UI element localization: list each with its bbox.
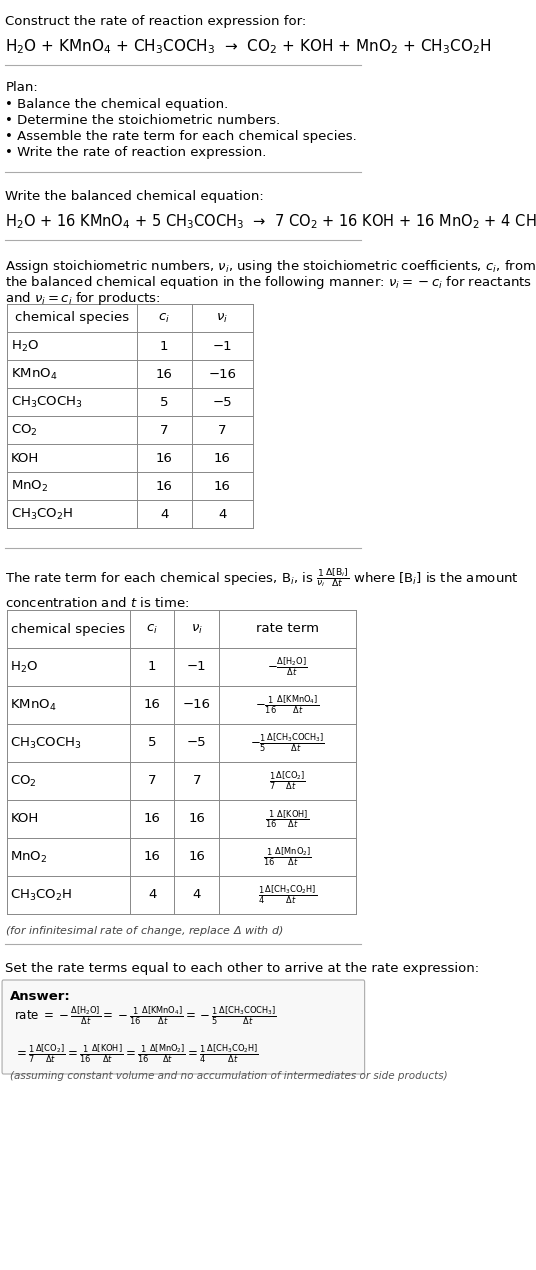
Text: KMnO$_4$: KMnO$_4$ [11, 367, 57, 381]
Text: CO$_2$: CO$_2$ [10, 773, 37, 789]
Text: • Determine the stoichiometric numbers.: • Determine the stoichiometric numbers. [5, 114, 281, 127]
Text: H$_2$O: H$_2$O [10, 659, 39, 674]
Text: H$_2$O + KMnO$_4$ + CH$_3$COCH$_3$  →  CO$_2$ + KOH + MnO$_2$ + CH$_3$CO$_2$H: H$_2$O + KMnO$_4$ + CH$_3$COCH$_3$ → CO$… [5, 37, 492, 56]
Text: 7: 7 [218, 423, 227, 437]
Text: KOH: KOH [11, 452, 39, 465]
Text: CH$_3$CO$_2$H: CH$_3$CO$_2$H [11, 507, 73, 522]
Text: the balanced chemical equation in the following manner: $\nu_i = -c_i$ for react: the balanced chemical equation in the fo… [5, 274, 533, 291]
Text: $= \frac{1}{7}\frac{\Delta[\mathrm{CO_2}]}{\Delta t} = \frac{1}{16}\frac{\Delta[: $= \frac{1}{7}\frac{\Delta[\mathrm{CO_2}… [14, 1043, 259, 1066]
Text: $\nu_i$: $\nu_i$ [217, 311, 228, 325]
Text: −5: −5 [213, 395, 232, 409]
Text: Set the rate terms equal to each other to arrive at the rate expression:: Set the rate terms equal to each other t… [5, 961, 480, 975]
Text: 4: 4 [160, 508, 168, 521]
Text: Write the balanced chemical equation:: Write the balanced chemical equation: [5, 190, 264, 203]
FancyBboxPatch shape [2, 980, 364, 1074]
Text: 16: 16 [156, 480, 173, 493]
Text: chemical species: chemical species [15, 311, 129, 325]
Text: CH$_3$COCH$_3$: CH$_3$COCH$_3$ [10, 735, 82, 751]
Text: 16: 16 [156, 367, 173, 381]
Text: 16: 16 [156, 452, 173, 465]
Text: $-\frac{1}{16}\frac{\Delta[\mathrm{KMnO_4}]}{\Delta t}$: $-\frac{1}{16}\frac{\Delta[\mathrm{KMnO_… [255, 693, 319, 716]
Text: KMnO$_4$: KMnO$_4$ [10, 697, 57, 712]
Text: $c_i$: $c_i$ [158, 311, 170, 325]
Text: 16: 16 [214, 480, 231, 493]
Text: CH$_3$CO$_2$H: CH$_3$CO$_2$H [10, 888, 72, 903]
Text: 1: 1 [148, 660, 157, 673]
Text: • Balance the chemical equation.: • Balance the chemical equation. [5, 98, 229, 110]
Text: concentration and $t$ is time:: concentration and $t$ is time: [5, 596, 190, 610]
Text: 7: 7 [148, 775, 157, 787]
Text: −16: −16 [209, 367, 236, 381]
Text: 5: 5 [160, 395, 168, 409]
Text: −5: −5 [187, 737, 206, 749]
Text: Assign stoichiometric numbers, $\nu_i$, using the stoichiometric coefficients, $: Assign stoichiometric numbers, $\nu_i$, … [5, 258, 536, 276]
Text: $c_i$: $c_i$ [146, 622, 158, 635]
Text: The rate term for each chemical species, B$_i$, is $\frac{1}{\nu_i}\frac{\Delta[: The rate term for each chemical species,… [5, 566, 519, 589]
Text: 16: 16 [188, 813, 205, 826]
Text: $\frac{1}{4}\frac{\Delta[\mathrm{CH_3CO_2H}]}{\Delta t}$: $\frac{1}{4}\frac{\Delta[\mathrm{CH_3CO_… [258, 884, 317, 907]
Text: H$_2$O: H$_2$O [11, 338, 39, 353]
Text: −1: −1 [187, 660, 206, 673]
Text: (for infinitesimal rate of change, replace Δ with $d$): (for infinitesimal rate of change, repla… [5, 925, 284, 939]
Text: Answer:: Answer: [10, 991, 71, 1003]
Text: 1: 1 [160, 339, 168, 353]
Text: 16: 16 [144, 851, 161, 864]
Text: $-\frac{1}{5}\frac{\Delta[\mathrm{CH_3COCH_3}]}{\Delta t}$: $-\frac{1}{5}\frac{\Delta[\mathrm{CH_3CO… [250, 732, 325, 754]
Text: rate $= -\frac{\Delta[\mathrm{H_2O}]}{\Delta t} = -\frac{1}{16}\frac{\Delta[\mat: rate $= -\frac{\Delta[\mathrm{H_2O}]}{\D… [14, 1005, 277, 1027]
Text: 4: 4 [148, 889, 157, 902]
Text: rate term: rate term [256, 622, 319, 635]
Text: Construct the rate of reaction expression for:: Construct the rate of reaction expressio… [5, 15, 307, 28]
Text: KOH: KOH [10, 813, 39, 826]
Text: MnO$_2$: MnO$_2$ [10, 850, 48, 865]
Text: $-\frac{\Delta[\mathrm{H_2O}]}{\Delta t}$: $-\frac{\Delta[\mathrm{H_2O}]}{\Delta t}… [267, 655, 308, 678]
Text: • Assemble the rate term for each chemical species.: • Assemble the rate term for each chemic… [5, 130, 357, 144]
Text: 4: 4 [218, 508, 227, 521]
Text: Plan:: Plan: [5, 81, 38, 94]
Text: $\frac{1}{16}\frac{\Delta[\mathrm{MnO_2}]}{\Delta t}$: $\frac{1}{16}\frac{\Delta[\mathrm{MnO_2}… [263, 846, 312, 869]
Text: 7: 7 [192, 775, 201, 787]
Text: (assuming constant volume and no accumulation of intermediates or side products): (assuming constant volume and no accumul… [10, 1071, 448, 1081]
Text: CO$_2$: CO$_2$ [11, 423, 38, 438]
Text: and $\nu_i = c_i$ for products:: and $\nu_i = c_i$ for products: [5, 290, 161, 307]
Text: $\frac{1}{16}\frac{\Delta[\mathrm{KOH}]}{\Delta t}$: $\frac{1}{16}\frac{\Delta[\mathrm{KOH}]}… [265, 808, 309, 829]
Text: 16: 16 [144, 698, 161, 711]
Text: MnO$_2$: MnO$_2$ [11, 479, 48, 494]
Text: −16: −16 [183, 698, 211, 711]
Text: 7: 7 [160, 423, 168, 437]
Text: $\frac{1}{7}\frac{\Delta[\mathrm{CO_2}]}{\Delta t}$: $\frac{1}{7}\frac{\Delta[\mathrm{CO_2}]}… [269, 770, 306, 792]
Text: $\nu_i$: $\nu_i$ [191, 622, 203, 635]
Text: • Write the rate of reaction expression.: • Write the rate of reaction expression. [5, 146, 267, 159]
Text: 16: 16 [188, 851, 205, 864]
Text: H$_2$O + 16 KMnO$_4$ + 5 CH$_3$COCH$_3$  →  7 CO$_2$ + 16 KOH + 16 MnO$_2$ + 4 C: H$_2$O + 16 KMnO$_4$ + 5 CH$_3$COCH$_3$ … [5, 212, 536, 231]
Text: −1: −1 [213, 339, 232, 353]
Text: 5: 5 [148, 737, 157, 749]
Text: CH$_3$COCH$_3$: CH$_3$COCH$_3$ [11, 395, 83, 409]
Text: 16: 16 [144, 813, 161, 826]
Text: 4: 4 [192, 889, 201, 902]
Text: 16: 16 [214, 452, 231, 465]
Text: chemical species: chemical species [11, 622, 125, 635]
